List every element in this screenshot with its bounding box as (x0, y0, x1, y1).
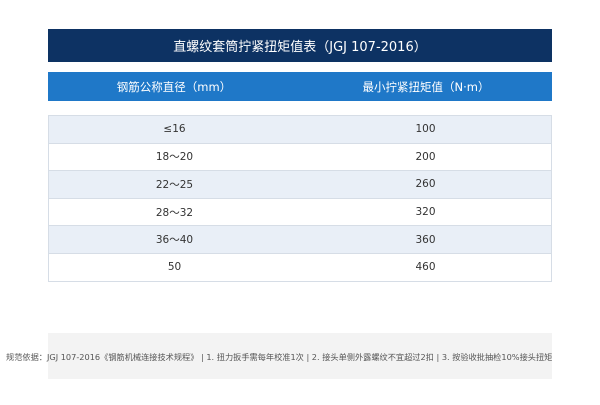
cell-torque: 360 (415, 233, 436, 246)
header-torque: 最小拧紧扭矩值（N·m） (362, 79, 490, 94)
cell-diameter: 18～20 (155, 151, 194, 164)
table-title: 直螺纹套筒拧紧扭矩值表（JGJ 107-2016） (48, 29, 552, 62)
cell-diameter: ≤16 (163, 123, 186, 136)
footnote-panel (48, 333, 552, 379)
table-row: 36～40 360 (49, 226, 551, 254)
footnote-text: 规范依据：JGJ 107-2016《钢筋机械连接技术规程》 | 1. 扭力扳手需… (6, 352, 553, 362)
table-row: ≤16 100 (49, 116, 551, 144)
torque-table: ≤16 100 18～20 200 22～25 260 28～32 320 36… (48, 115, 552, 282)
cell-diameter: 50 (167, 261, 182, 274)
cell-torque: 460 (415, 261, 436, 274)
cell-diameter: 36～40 (155, 234, 194, 247)
table-row: 50 460 (49, 253, 551, 282)
cell-torque: 320 (415, 206, 436, 219)
table-row: 22～25 260 (49, 171, 551, 199)
cell-torque: 200 (415, 150, 436, 163)
cell-torque: 100 (415, 123, 436, 136)
table-row: 28～32 320 (49, 198, 551, 227)
cell-torque: 260 (415, 178, 436, 191)
cell-diameter: 22～25 (155, 178, 194, 191)
cell-diameter: 28～32 (155, 206, 194, 219)
header-diameter: 钢筋公称直径（mm） (116, 79, 232, 94)
table-header: 钢筋公称直径（mm） 最小拧紧扭矩值（N·m） (48, 72, 552, 101)
table-row: 18～20 200 (49, 143, 551, 172)
